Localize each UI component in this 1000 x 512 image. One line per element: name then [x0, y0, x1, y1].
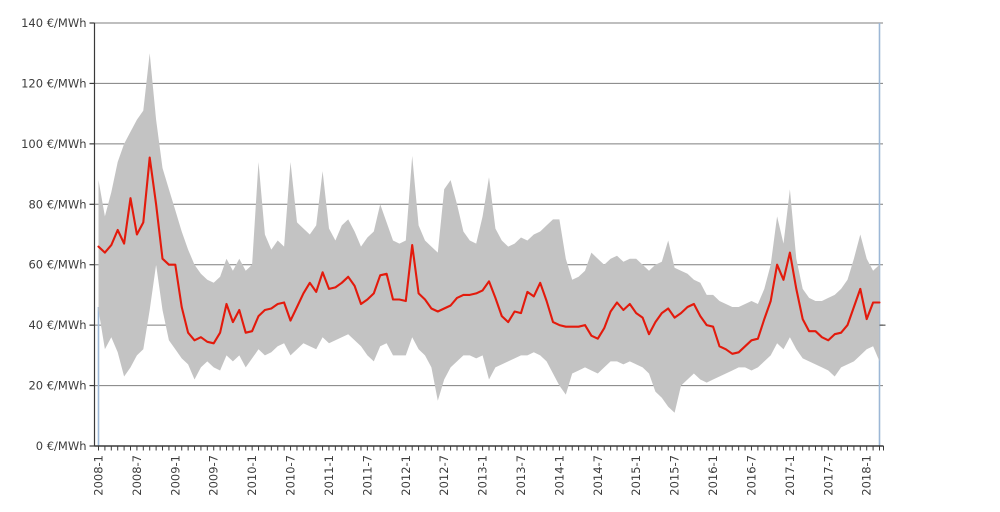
y-tick-label-120: 120 €/MWh [21, 76, 86, 90]
x-tick-label-2010-1: 2010-1 [245, 455, 259, 496]
x-tick-label-2008-7: 2008-7 [130, 455, 144, 496]
x-tick-label-2017-7: 2017-7 [821, 455, 835, 496]
x-tick-label-2014-1: 2014-1 [552, 455, 566, 496]
y-tick-label-60: 60 €/MWh [28, 258, 86, 272]
x-tick-label-2018-1: 2018-1 [860, 455, 874, 496]
x-tick-label-2008-1: 2008-1 [92, 455, 106, 496]
x-tick-label-2011-1: 2011-1 [322, 455, 336, 496]
x-tick-label-2010-7: 2010-7 [284, 455, 298, 496]
min-max-band [98, 53, 880, 413]
x-tick-label-2009-1: 2009-1 [168, 455, 182, 496]
y-tick-label-100: 100 €/MWh [21, 137, 86, 151]
x-tick-label-2016-7: 2016-7 [744, 455, 758, 496]
x-tick-label-2012-1: 2012-1 [399, 455, 413, 496]
y-tick-label-80: 80 €/MWh [28, 197, 86, 211]
y-tick-label-20: 20 €/MWh [28, 379, 86, 393]
average-price-line [97, 156, 881, 355]
x-tick-label-2015-1: 2015-1 [629, 455, 643, 496]
x-tick-label-2016-1: 2016-1 [706, 455, 720, 496]
x-tick-label-2015-7: 2015-7 [668, 455, 682, 496]
x-tick-label-2011-7: 2011-7 [360, 455, 374, 496]
x-tick-label-2013-7: 2013-7 [514, 455, 528, 496]
x-tick-label-2009-7: 2009-7 [207, 455, 221, 496]
x-tick-label-2014-7: 2014-7 [591, 455, 605, 496]
x-tick-label-2012-7: 2012-7 [437, 455, 451, 496]
x-tick-label-2013-1: 2013-1 [476, 455, 490, 496]
y-tick-label-0: 0 €/MWh [36, 439, 87, 453]
y-tick-label-40: 40 €/MWh [28, 318, 86, 332]
x-tick-label-2017-1: 2017-1 [783, 455, 797, 496]
y-tick-label-140: 140 €/MWh [21, 16, 86, 30]
